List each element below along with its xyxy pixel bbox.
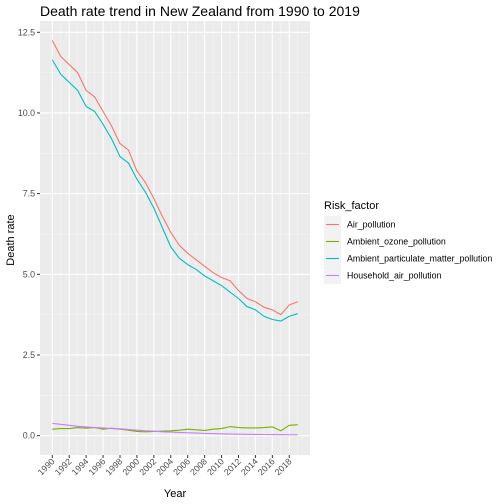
series-line-ambient-particulate-matter-pollution <box>51 59 298 322</box>
x-tick-label: 2006 <box>171 456 192 477</box>
x-axis-title: Year <box>164 488 187 500</box>
x-axis: 1990199219941996199820002002200420062008… <box>36 455 294 477</box>
series-lines <box>51 40 298 436</box>
legend-label-household-air-pollution: Household_air_pollution <box>347 271 441 281</box>
x-tick-label: 2000 <box>120 456 141 477</box>
x-tick-label: 2002 <box>137 456 158 477</box>
y-tick-label: 10.0 <box>18 108 35 118</box>
x-tick-label: 2016 <box>256 456 277 477</box>
legend-label-air-pollution: Air_pollution <box>347 220 396 230</box>
series-line-household-air-pollution <box>52 422 298 436</box>
x-tick-label: 1994 <box>70 456 91 477</box>
series-line-air-pollution <box>51 40 298 316</box>
x-tick-label: 2004 <box>154 456 175 477</box>
x-tick-label: 2008 <box>188 456 209 477</box>
y-axis-title: Death rate <box>5 214 17 265</box>
y-tick-label: 0.0 <box>23 431 35 441</box>
legend-title: Risk_factor <box>324 200 379 212</box>
legend-label-ambient-particulate-matter-pollution: Ambient_particulate_matter_pollution <box>347 254 492 264</box>
x-tick-label: 2018 <box>273 456 294 477</box>
grid-lines <box>40 21 310 455</box>
y-tick-label: 2.5 <box>23 350 35 360</box>
y-tick-label: 12.5 <box>18 27 35 37</box>
x-tick-label: 2010 <box>205 456 226 477</box>
x-tick-label: 2014 <box>239 456 260 477</box>
x-tick-label: 1990 <box>36 456 57 477</box>
legend-label-ambient-ozone-pollution: Ambient_ozone_pollution <box>347 237 446 247</box>
chart-title: Death rate trend in New Zealand from 199… <box>40 3 360 19</box>
x-tick-label: 2012 <box>222 456 243 477</box>
y-axis: 0.0 2.5 5.0 7.5 10.0 12.5 <box>18 27 40 441</box>
legend: Air_pollution Ambient_ozone_pollution Ambi… <box>324 216 492 284</box>
y-tick-label: 7.5 <box>23 189 35 199</box>
x-tick-label: 1992 <box>53 456 74 477</box>
x-tick-label: 1998 <box>103 456 124 477</box>
x-tick-label: 1996 <box>87 456 108 477</box>
y-tick-label: 5.0 <box>23 269 35 279</box>
